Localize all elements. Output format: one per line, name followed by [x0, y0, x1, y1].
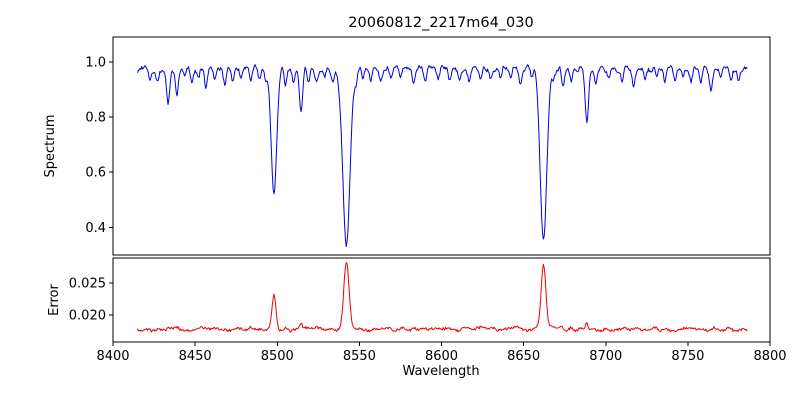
error-axes: 0.020 0.025 8400 8450 8500 8550 8600 8650 8700 87…	[69, 257, 787, 364]
y-tick-label: 0.4	[85, 221, 106, 236]
x-tick-label: 8800	[753, 349, 786, 364]
y-tick-label: 0.6	[85, 166, 106, 181]
x-tick-label: 8450	[179, 349, 212, 364]
spectrum-line	[137, 64, 748, 248]
x-tick-label: 8550	[343, 349, 376, 364]
chart-title: 20060812_2217m64_030	[348, 15, 533, 31]
x-tick-label: 8700	[589, 349, 622, 364]
y-tick-label: 0.025	[69, 277, 106, 292]
y-tick-label: 0.8	[85, 111, 106, 126]
x-axis-label: Wavelength	[402, 364, 479, 379]
spectrum-spines	[112, 36, 771, 256]
x-tick-label: 8750	[671, 349, 704, 364]
x-tick-label: 8400	[96, 349, 129, 364]
x-tick-label: 8650	[507, 349, 540, 364]
y-tick-label: 1.0	[85, 55, 106, 70]
y-axis-label-error: Error	[47, 284, 62, 316]
y-tick-label: 0.020	[69, 309, 106, 324]
error-line	[137, 262, 748, 333]
x-tick-label: 8600	[425, 349, 458, 364]
x-tick-label: 8500	[261, 349, 294, 364]
spectrum-line-group	[137, 64, 748, 248]
spectrum-axes: 0.4 0.6 0.8 1.0	[85, 36, 771, 256]
error-line-group	[137, 262, 748, 333]
y-axis-label-spectrum: Spectrum	[43, 115, 58, 178]
